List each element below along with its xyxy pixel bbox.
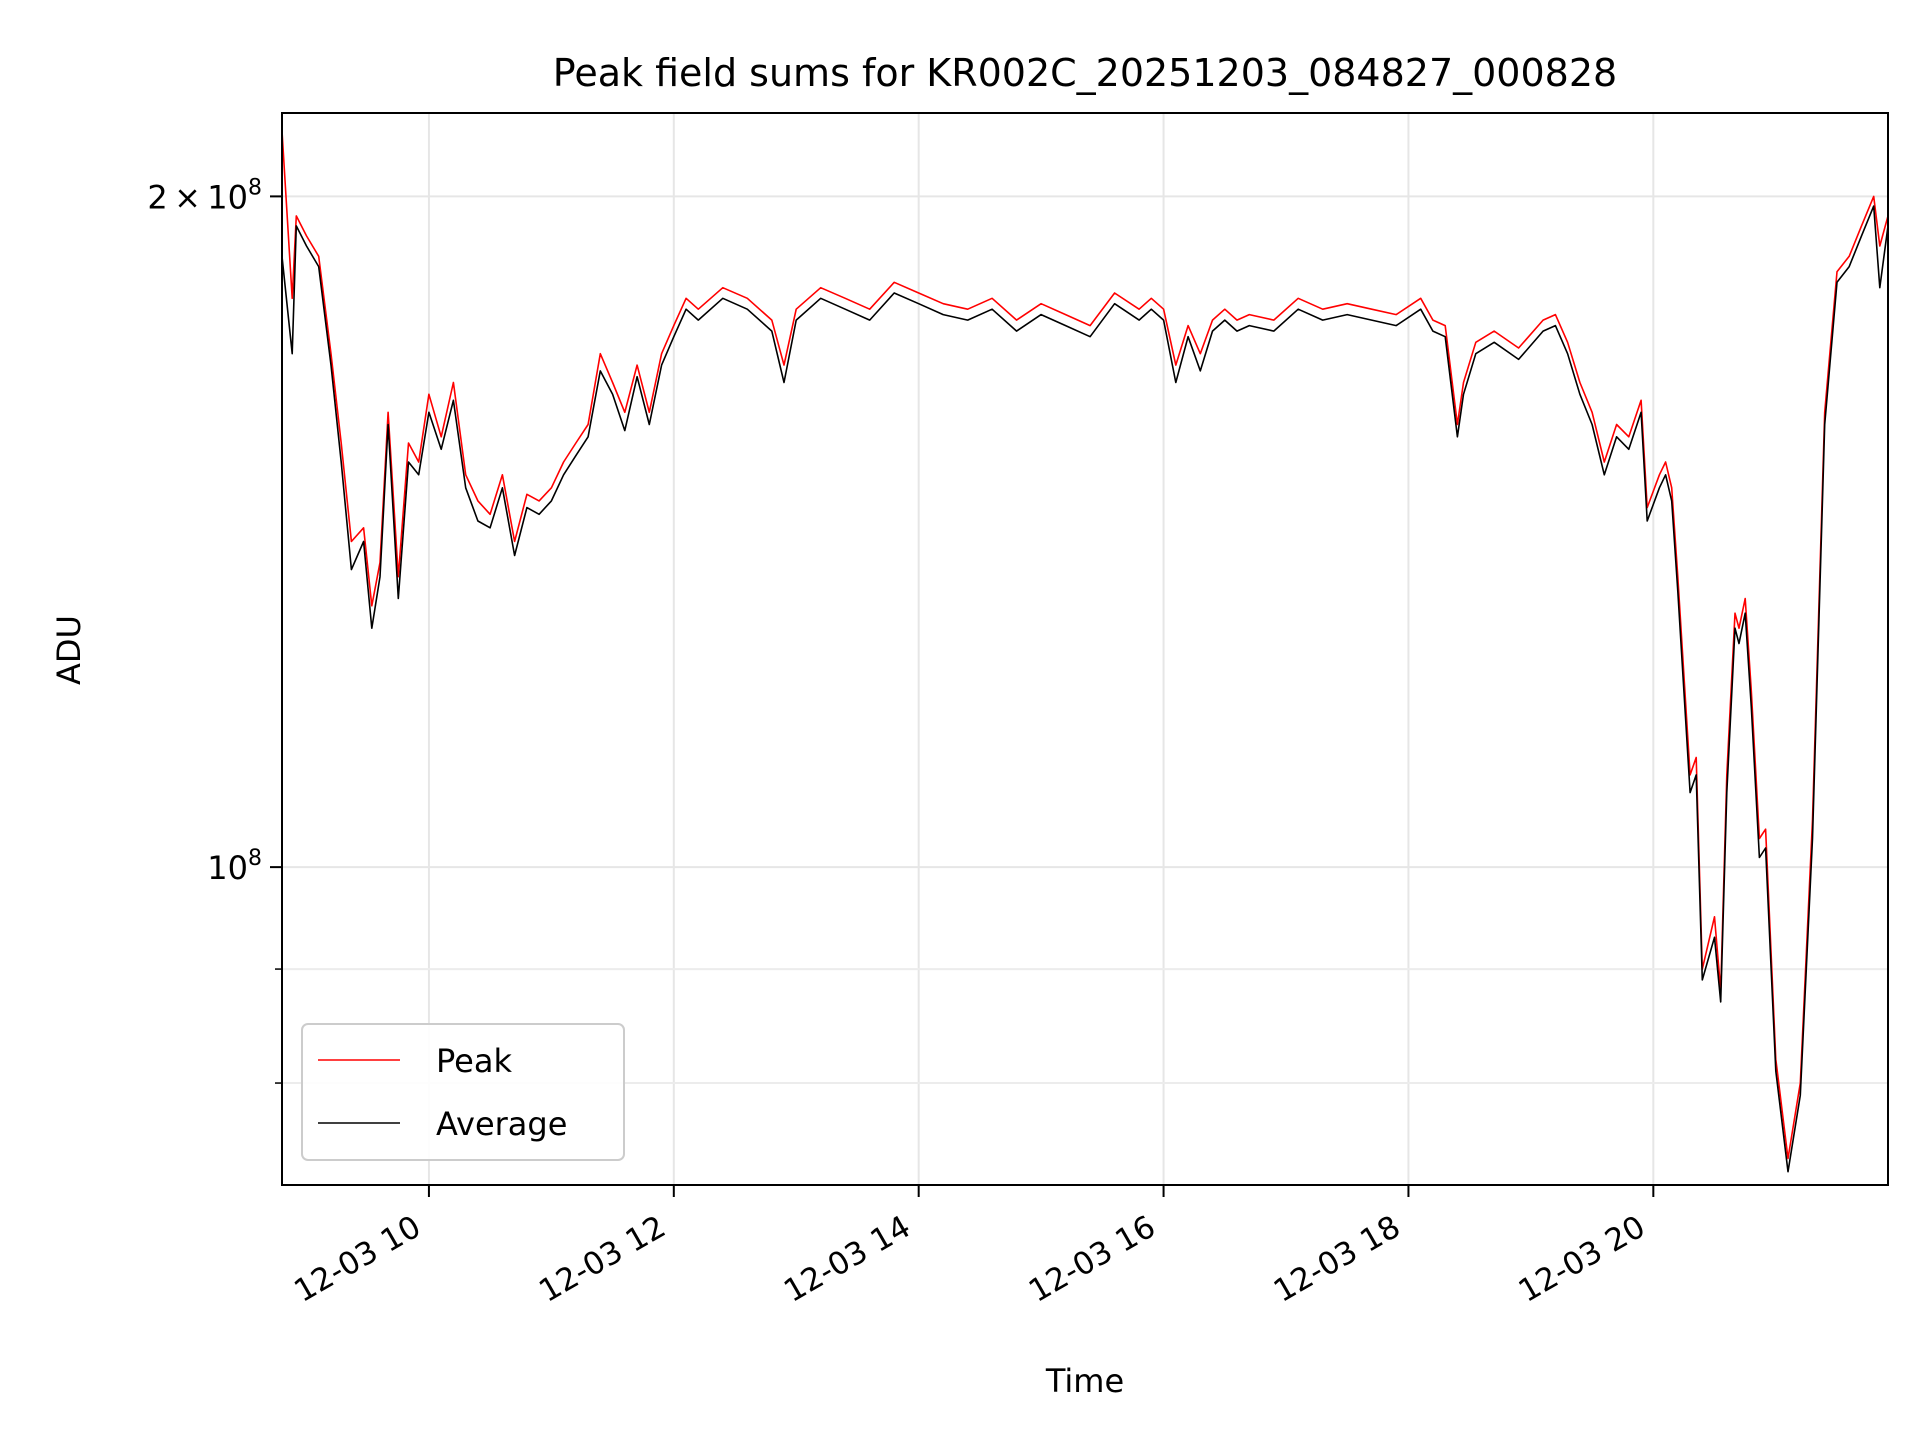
y-axis-label: ADU: [50, 615, 88, 685]
y-tick-label: 2 × 108: [147, 175, 262, 216]
legend-label-average: Average: [436, 1105, 567, 1143]
legend-label-peak: Peak: [436, 1042, 512, 1080]
series-line-average: [282, 205, 1888, 1173]
plot-frame: [281, 112, 1889, 1186]
chart-title: Peak field sums for KR002C_20251203_0848…: [553, 51, 1617, 95]
series-line-peak: [282, 130, 1888, 1160]
legend-box: [301, 1023, 625, 1161]
y-tick-label: 108: [207, 846, 262, 887]
x-axis-label: Time: [1045, 1362, 1124, 1400]
legend: Peak Average: [301, 1023, 625, 1161]
series-layer: [282, 130, 1888, 1173]
